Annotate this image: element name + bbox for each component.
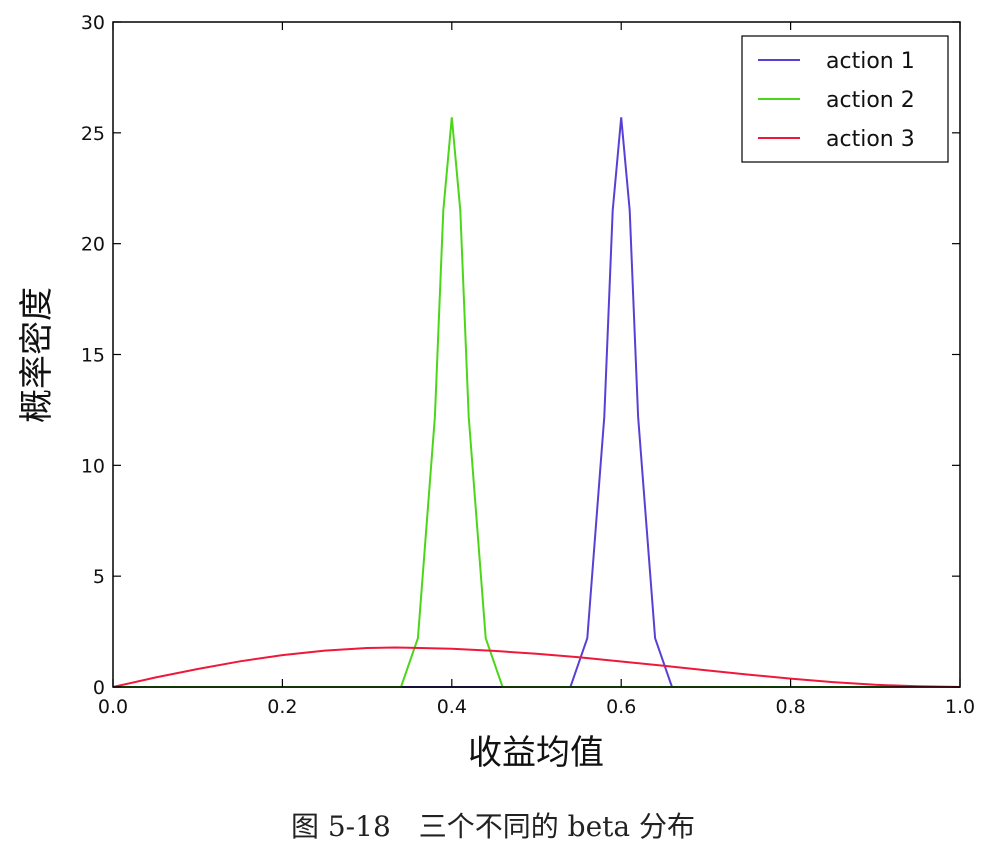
y-tick-label: 25: [81, 123, 105, 145]
series-line-2: [113, 117, 960, 688]
x-tick-label: 0.2: [267, 696, 297, 718]
y-tick-label: 20: [81, 234, 105, 256]
y-tick-label: 10: [81, 455, 105, 477]
y-tick-label: 15: [81, 345, 105, 367]
y-tick-label: 30: [81, 12, 105, 34]
figure-caption: 图 5-18 三个不同的 beta 分布: [290, 810, 696, 843]
y-tick-label: 5: [93, 566, 105, 588]
legend: action 1 action 2 action 3: [741, 35, 949, 163]
x-axis-label: 收益均值: [468, 733, 604, 773]
x-tick-label: 0.8: [775, 696, 805, 718]
legend-label-3: action 3: [826, 127, 915, 152]
y-axis-label: 概率密度: [17, 287, 57, 423]
plot-lines: [112, 117, 961, 688]
x-tick-label: 0.4: [437, 696, 467, 718]
x-axis-ticks: 0.0 0.2 0.4 0.6 0.8 1.0: [98, 22, 975, 718]
legend-label-2: action 2: [826, 88, 915, 113]
x-tick-label: 1.0: [945, 696, 975, 718]
x-tick-label: 0.0: [98, 696, 128, 718]
series-line-3: [112, 646, 961, 688]
chart-canvas: 0.0 0.2 0.4 0.6 0.8 1.0 0 5 10 15 20 25 30 收益均值 概率密…: [17, 12, 975, 773]
y-tick-label: 0: [93, 677, 105, 699]
legend-label-1: action 1: [826, 49, 915, 74]
y-axis-ticks: 0 5 10 15 20 25 30: [81, 12, 960, 699]
x-tick-label: 0.6: [606, 696, 636, 718]
series-line-1: [113, 117, 960, 688]
